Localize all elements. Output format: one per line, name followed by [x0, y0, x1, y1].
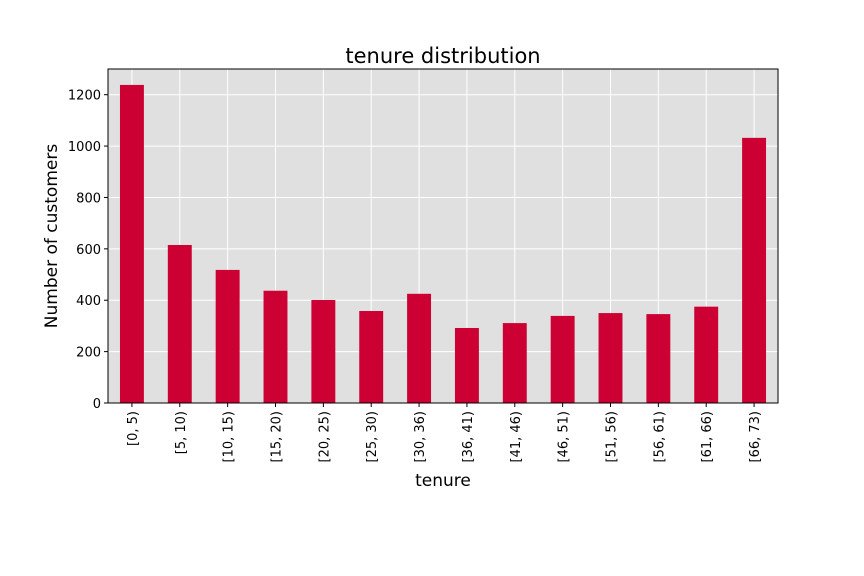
bar	[167, 244, 192, 403]
y-tick-label: 0	[93, 397, 101, 412]
bars	[119, 84, 767, 403]
x-tick-label: [56, 61)	[652, 411, 667, 463]
x-tick-label: [66, 73)	[748, 411, 763, 463]
x-tick-label: [0, 5)	[126, 411, 141, 446]
chart-title: tenure distribution	[345, 44, 540, 68]
x-tick-label: [5, 10)	[174, 411, 189, 454]
x-tick-label: [61, 66)	[700, 411, 715, 463]
bar	[263, 290, 288, 403]
y-tick-label: 1000	[68, 140, 101, 155]
bar	[359, 311, 384, 403]
y-tick-label: 400	[76, 294, 101, 309]
x-axis-label: tenure	[415, 471, 471, 491]
y-axis-ticks: 0 200 400 600 800 1000 1200	[68, 89, 108, 412]
y-tick-label: 600	[76, 243, 101, 258]
x-tick-label: [25, 30)	[365, 411, 380, 463]
y-axis-label: Number of customers	[42, 144, 62, 329]
bar	[598, 313, 623, 403]
bar	[550, 315, 575, 403]
bar	[694, 306, 719, 403]
bar	[119, 84, 144, 403]
x-tick-label: [41, 46)	[509, 411, 524, 463]
y-tick-label: 200	[76, 346, 101, 361]
x-tick-label: [51, 56)	[605, 411, 620, 463]
y-tick-label: 1200	[68, 89, 101, 104]
x-axis-ticks: [0, 5) [5, 10) [10, 15) [15, 20) [20, 25) [25…	[126, 403, 763, 463]
bar	[646, 314, 671, 403]
y-tick-label: 800	[76, 191, 101, 206]
x-tick-label: [20, 25)	[317, 411, 332, 463]
bar	[215, 269, 240, 403]
x-tick-label: [30, 36)	[413, 411, 428, 463]
bar	[454, 327, 479, 403]
x-tick-label: [15, 20)	[270, 411, 285, 463]
bar	[407, 293, 432, 403]
x-tick-label: [36, 41)	[461, 411, 476, 463]
plot-area	[108, 69, 778, 403]
bar	[742, 137, 767, 403]
plot-frame	[107, 68, 779, 404]
bar	[311, 299, 336, 403]
bar	[502, 323, 527, 403]
x-tick-label: [46, 51)	[557, 411, 572, 463]
x-tick-label: [10, 15)	[222, 411, 237, 463]
